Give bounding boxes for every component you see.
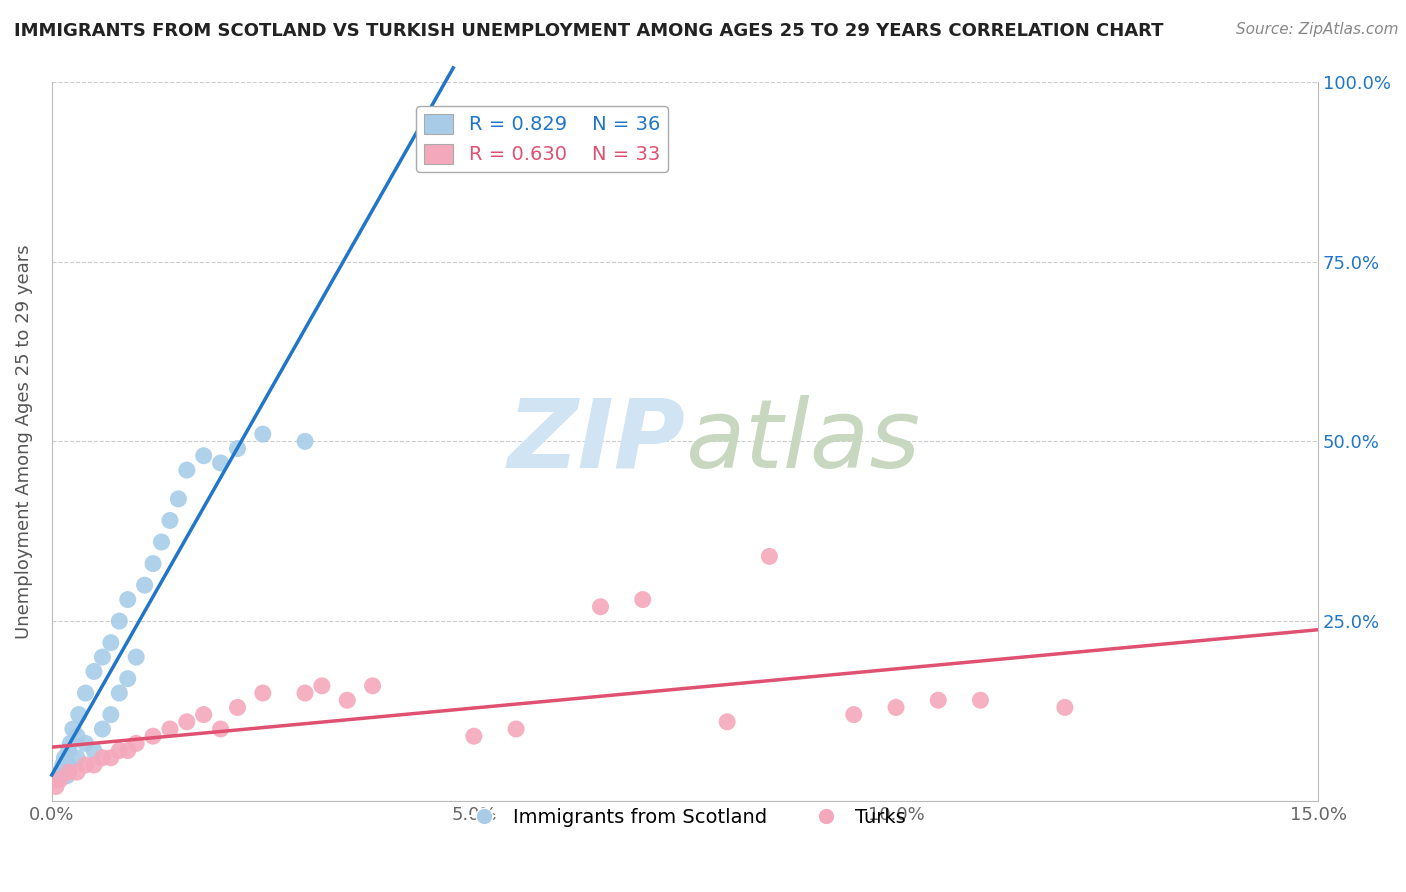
Point	[117, 672, 139, 686]
Point	[589, 599, 612, 614]
Point	[108, 686, 131, 700]
Point	[969, 693, 991, 707]
Point	[66, 765, 89, 780]
Point	[75, 686, 97, 700]
Point	[294, 686, 316, 700]
Point	[75, 758, 97, 772]
Point	[108, 743, 131, 757]
Point	[58, 743, 80, 757]
Point	[1053, 700, 1076, 714]
Point	[58, 758, 80, 772]
Point	[134, 578, 156, 592]
Point	[66, 729, 89, 743]
Point	[336, 693, 359, 707]
Point	[67, 707, 90, 722]
Point	[53, 751, 76, 765]
Point	[167, 491, 190, 506]
Point	[117, 592, 139, 607]
Point	[45, 772, 67, 787]
Point	[83, 758, 105, 772]
Point	[58, 765, 80, 780]
Point	[150, 535, 173, 549]
Text: atlas: atlas	[685, 395, 920, 488]
Point	[142, 729, 165, 743]
Point	[361, 679, 384, 693]
Point	[108, 614, 131, 628]
Point	[100, 636, 122, 650]
Point	[252, 427, 274, 442]
Point	[193, 707, 215, 722]
Point	[176, 463, 198, 477]
Text: IMMIGRANTS FROM SCOTLAND VS TURKISH UNEMPLOYMENT AMONG AGES 25 TO 29 YEARS CORRE: IMMIGRANTS FROM SCOTLAND VS TURKISH UNEM…	[14, 22, 1164, 40]
Point	[125, 650, 148, 665]
Point	[758, 549, 780, 564]
Point	[91, 650, 114, 665]
Point	[209, 456, 232, 470]
Point	[884, 700, 907, 714]
Point	[52, 758, 75, 772]
Point	[142, 557, 165, 571]
Point	[159, 722, 181, 736]
Point	[209, 722, 232, 736]
Point	[176, 714, 198, 729]
Point	[463, 729, 485, 743]
Point	[505, 722, 527, 736]
Point	[83, 743, 105, 757]
Point	[226, 442, 249, 456]
Point	[49, 765, 72, 780]
Point	[75, 736, 97, 750]
Point	[294, 434, 316, 449]
Point	[66, 751, 89, 765]
Point	[91, 751, 114, 765]
Point	[91, 722, 114, 736]
Y-axis label: Unemployment Among Ages 25 to 29 years: Unemployment Among Ages 25 to 29 years	[15, 244, 32, 639]
Point	[100, 707, 122, 722]
Point	[252, 686, 274, 700]
Point	[226, 700, 249, 714]
Legend: Immigrants from Scotland, Turks: Immigrants from Scotland, Turks	[457, 800, 914, 834]
Point	[45, 780, 67, 794]
Point	[311, 679, 333, 693]
Point	[927, 693, 949, 707]
Point	[56, 769, 79, 783]
Point	[59, 736, 82, 750]
Point	[83, 665, 105, 679]
Point	[100, 751, 122, 765]
Point	[125, 736, 148, 750]
Point	[159, 513, 181, 527]
Point	[631, 592, 654, 607]
Point	[49, 772, 72, 787]
Text: Source: ZipAtlas.com: Source: ZipAtlas.com	[1236, 22, 1399, 37]
Text: ZIP: ZIP	[508, 395, 685, 488]
Point	[193, 449, 215, 463]
Point	[842, 707, 865, 722]
Point	[117, 743, 139, 757]
Point	[62, 722, 84, 736]
Point	[716, 714, 738, 729]
